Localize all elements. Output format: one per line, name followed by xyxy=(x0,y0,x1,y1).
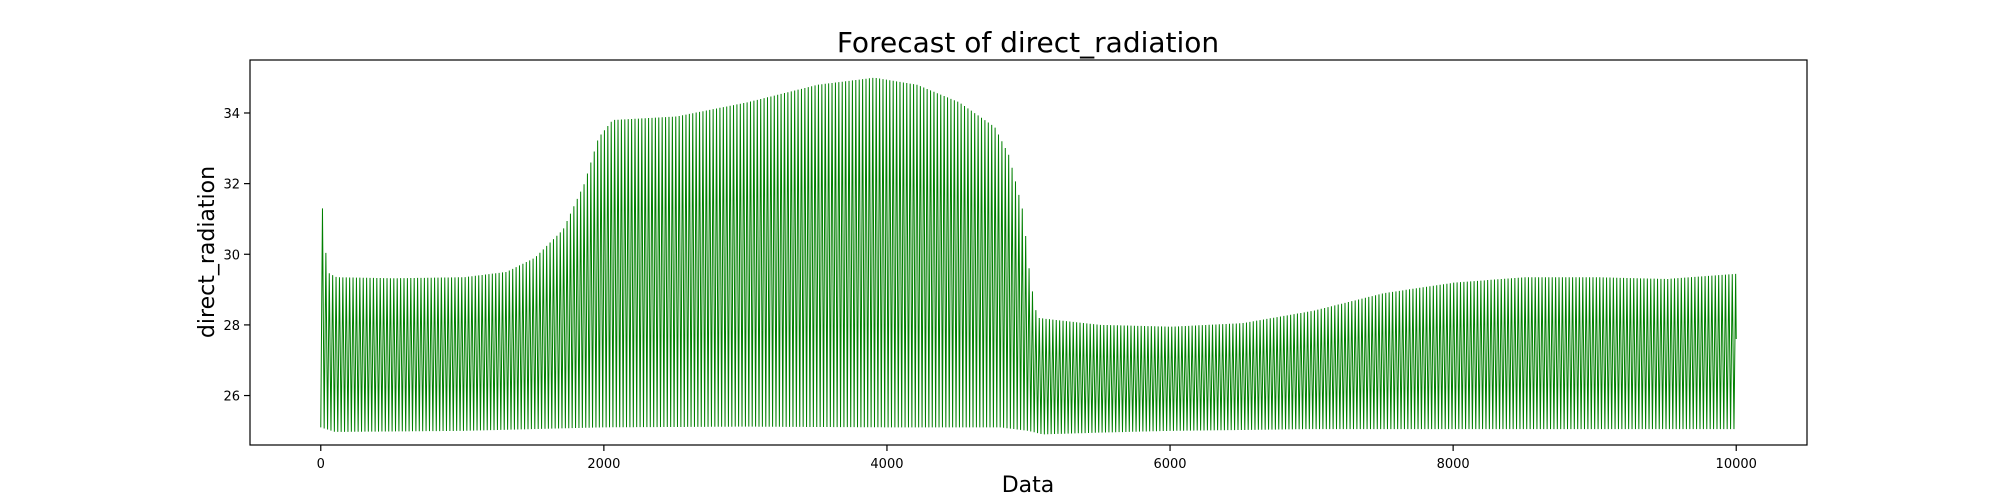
y-tick-label: 26 xyxy=(223,390,240,405)
x-tick-label: 4000 xyxy=(870,457,903,472)
x-tick-label: 6000 xyxy=(1153,457,1186,472)
x-tick-label: 0 xyxy=(317,457,325,472)
x-axis-label: Data xyxy=(1002,473,1055,498)
x-axis: 0 2000 4000 6000 8000 10000 xyxy=(317,445,1757,472)
y-tick-label: 32 xyxy=(223,178,240,193)
y-axis-label: direct_radiation xyxy=(195,166,220,338)
x-tick-label: 10000 xyxy=(1716,457,1757,472)
x-tick-label: 8000 xyxy=(1437,457,1470,472)
y-tick-label: 30 xyxy=(223,248,240,263)
chart-title: Forecast of direct_radiation xyxy=(837,26,1219,59)
y-tick-label: 28 xyxy=(223,319,240,334)
series-line-direct-radiation xyxy=(320,77,1737,435)
y-tick-label: 34 xyxy=(223,107,240,122)
x-tick-label: 2000 xyxy=(587,457,620,472)
plot-area xyxy=(249,59,1808,446)
plot-frame xyxy=(249,59,1808,446)
y-axis: 26 28 30 32 34 xyxy=(223,107,250,405)
